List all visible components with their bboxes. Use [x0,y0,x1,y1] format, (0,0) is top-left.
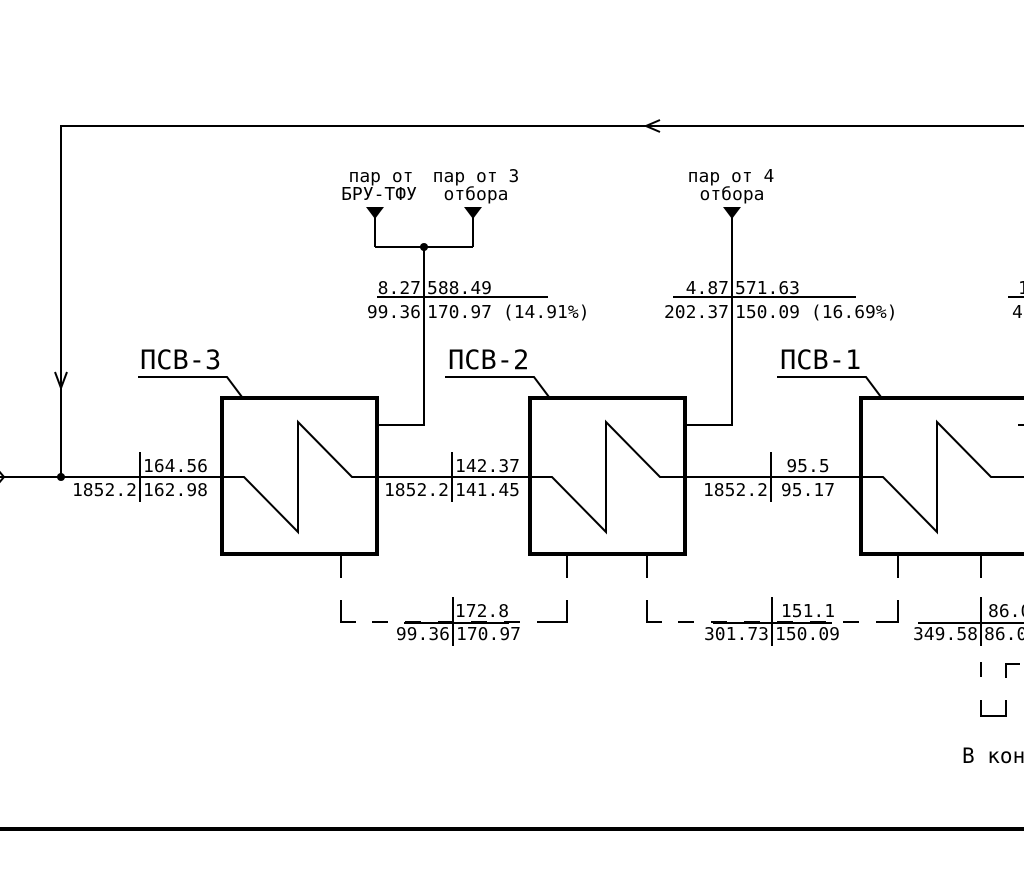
steam-h-psv2: 571.63 [735,278,800,299]
source-ext3-line1: пар от 3 [433,166,520,187]
network-water-line [0,470,861,484]
heater-label-psv3: ПСВ-3 [140,345,221,376]
source-ext4-line1: пар от 4 [688,166,775,187]
drain-params-psv2: 151.1 301.73 150.09 [704,597,840,646]
steam-params-psv1: 1 4 [1008,278,1024,323]
drain-g-psv3: 99.36 [396,624,450,645]
drain-params-psv1: 86.0 349.58 86.0 [913,597,1024,646]
steam-g-psv1: 4 [1012,302,1023,323]
water-h-psv3: 164.56 [143,456,208,477]
steam-line-psv2: пар от 4 отбора [685,166,775,426]
drain-g-psv2: 301.73 [704,624,769,645]
source-bru-line1: пар от [348,166,413,187]
heater-psv3: ПСВ-3 [138,345,379,556]
drain-t-psv1: 86.0 [984,624,1024,645]
drain-t-psv2: 150.09 [775,624,840,645]
water-params-psv3: 164.56 1852.2 162.98 [72,452,208,502]
heater-psv1: ПСВ-1 [777,345,1024,556]
steam-t-psv2: 150.09 (16.69%) [735,302,898,323]
water-h-psv1: 95.5 [786,456,829,477]
steam-line-psv3: пар от БРУ-ТФУ пар от 3 отбора [341,166,520,426]
steam-p-psv2: 4.87 [686,278,729,299]
source-ext3-line2: отбора [443,184,508,205]
water-params-psv2: 142.37 1852.2 141.45 [384,452,520,502]
drain-params-psv3: 172.8 99.36 170.97 [396,597,521,646]
steam-params-psv2: 4.87 571.63 202.37 150.09 (16.69%) [664,278,898,323]
steam-g-psv3: 99.36 [367,302,421,323]
heater-label-psv1: ПСВ-1 [780,345,861,376]
drain-g-psv1: 349.58 [913,624,978,645]
water-g-psv2: 1852.2 [384,480,449,501]
water-g-psv3: 1852.2 [72,480,137,501]
water-t-psv3: 162.98 [143,480,208,501]
drain-h-psv1: 86.0 [988,601,1024,622]
water-t-psv1: 95.17 [781,480,835,501]
heater-label-psv2: ПСВ-2 [448,345,529,376]
drain-t-psv3: 170.97 [456,624,521,645]
steam-h-psv3: 588.49 [427,278,492,299]
water-t-psv2: 141.45 [455,480,520,501]
steam-p-psv1: 1 [1018,278,1024,299]
drain-h-psv2: 151.1 [781,601,835,622]
steam-params-psv3: 8.27 588.49 99.36 170.97 (14.91%) [367,278,590,323]
source-ext4-line2: отбора [699,184,764,205]
condenser-note: В кон [962,744,1024,768]
heater-psv2: ПСВ-2 [445,345,687,556]
source-bru-line2: БРУ-ТФУ [341,184,417,205]
water-params-psv1: 95.5 1852.2 95.17 [703,452,835,502]
water-h-psv2: 142.37 [455,456,520,477]
steam-p-psv3: 8.27 [378,278,421,299]
drain-h-psv3: 172.8 [455,601,509,622]
return-pipeline [54,119,1024,477]
water-g-psv1: 1852.2 [703,480,768,501]
steam-t-psv3: 170.97 (14.91%) [427,302,590,323]
steam-g-psv2: 202.37 [664,302,729,323]
